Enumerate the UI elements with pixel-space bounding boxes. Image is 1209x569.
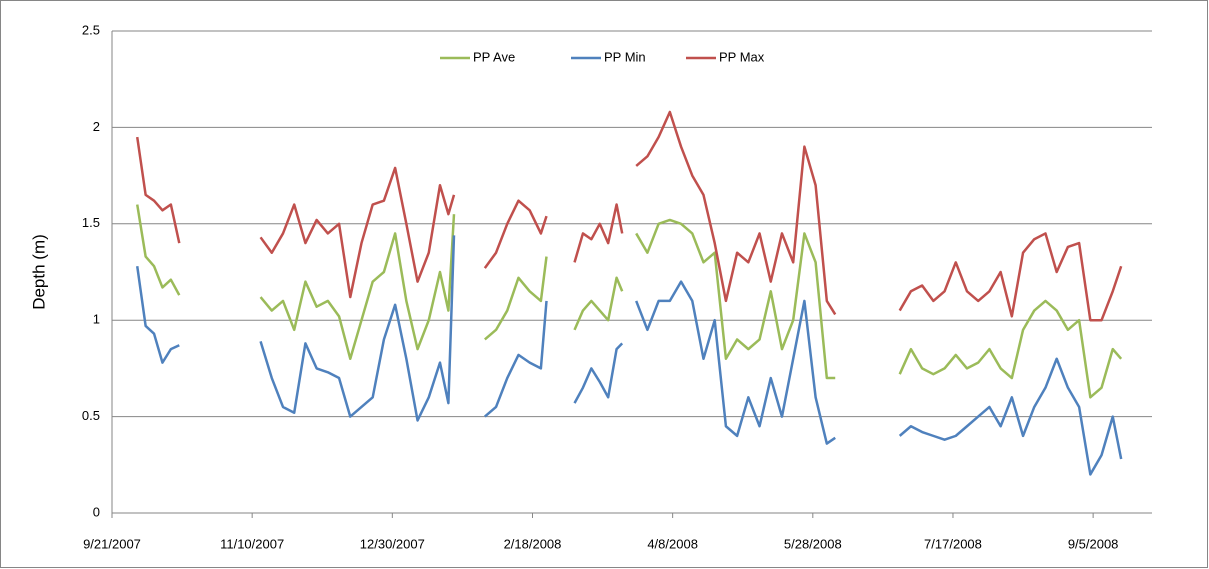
y-tick-label: 2.5 [82,22,100,37]
x-tick-label: 2/18/2008 [504,536,562,551]
legend-label: PP Ave [473,49,515,64]
legend-label: PP Min [604,49,646,64]
series-line [135,204,1123,399]
y-axis-label: Depth (m) [29,234,48,310]
x-tick-label: 12/30/2007 [360,536,425,551]
y-tick-label: 0 [93,504,100,519]
x-tick-label: 4/8/2008 [647,536,698,551]
y-tick-label: 1.5 [82,215,100,230]
x-tick-label: 9/21/2007 [83,536,141,551]
series-line [135,110,1123,322]
x-tick-label: 7/17/2008 [924,536,982,551]
y-tick-label: 2 [93,119,100,134]
y-tick-label: 1 [93,312,100,327]
y-tick-label: 0.5 [82,408,100,423]
x-tick-label: 9/5/2008 [1068,536,1119,551]
x-tick-label: 5/28/2008 [784,536,842,551]
x-tick-label: 11/10/2007 [220,536,284,551]
legend-label: PP Max [719,49,765,64]
series-line [135,235,1123,476]
